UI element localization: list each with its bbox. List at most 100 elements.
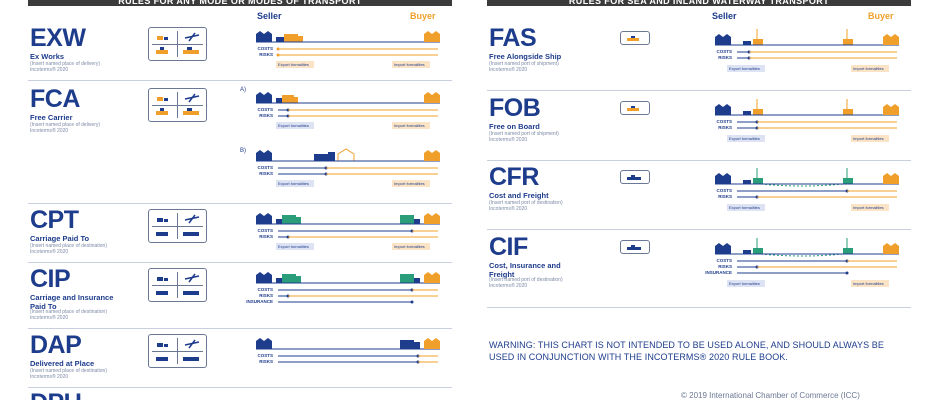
cfr-diagram: COSTS RISKS Export formalities Import fo… xyxy=(713,164,901,228)
rule-separator xyxy=(28,328,452,329)
rule-code: CFR xyxy=(489,163,539,191)
rule-name: Free Carrier xyxy=(30,113,73,122)
transport-modes-icon xyxy=(148,334,207,368)
rule-place: (Insert named place of delivery) xyxy=(30,122,101,128)
export-formalities-tag: Export formalities xyxy=(276,122,314,129)
rule-name: Free on Board xyxy=(489,122,540,131)
sea-mode-icon xyxy=(620,170,650,184)
option-b-label: B) xyxy=(240,148,246,154)
dap-diagram: COSTS RISKS xyxy=(254,332,442,396)
rule-place: (Insert named port of destination) xyxy=(489,200,563,206)
insurance-label: INSURANCE xyxy=(246,299,273,304)
transport-modes-icon xyxy=(148,27,207,61)
fob-diagram: COSTS RISKS Export formalities Import fo… xyxy=(713,95,901,159)
modes-svg xyxy=(156,339,200,361)
warning-text: WARNING: THIS CHART IS NOT INTENDED TO B… xyxy=(489,340,884,362)
modes-svg xyxy=(156,273,200,295)
ship-svg xyxy=(627,245,641,250)
export-formalities-tag: Export formalities xyxy=(276,243,314,250)
any-mode-header: RULES FOR ANY MODE OR MODES OF TRANSPORT xyxy=(28,0,452,6)
rule-name: Cost and Freight xyxy=(489,191,549,200)
exw-diagram: COSTS RISKS Export formalities Import fo… xyxy=(254,25,442,89)
rule-separator xyxy=(28,80,452,81)
export-formalities-tag: Export formalities xyxy=(727,135,765,142)
fas-diagram: COSTS RISKS Export formalities Import fo… xyxy=(713,25,901,89)
ship-svg xyxy=(627,36,639,41)
rule-name: Free Alongside Ship xyxy=(489,52,562,61)
import-formalities-tag: Import formalities xyxy=(851,135,889,142)
rule-cif: CIF Cost, Insurance and Freight (Insert … xyxy=(487,234,911,306)
rule-cip: CIP Carriage and Insurance Paid To (Inse… xyxy=(28,266,452,328)
rule-name: Carriage and Insurance Paid To xyxy=(30,293,114,311)
rule-edition: Incoterms® 2020 xyxy=(30,67,69,73)
fas-diagram-svg xyxy=(715,29,899,60)
rule-edition: Incoterms® 2020 xyxy=(489,283,528,289)
export-formalities-tag: Export formalities xyxy=(276,180,314,187)
rule-code: FCA xyxy=(30,85,80,113)
risks-label: RISKS xyxy=(259,293,273,298)
import-formalities-tag: Import formalities xyxy=(392,61,430,68)
rule-place: (Insert named place of delivery) xyxy=(30,61,101,67)
rule-code: CIF xyxy=(489,233,528,261)
export-formalities-tag: Export formalities xyxy=(727,65,765,72)
copyright-text: © 2019 International Chamber of Commerce… xyxy=(681,391,860,400)
risks-label: RISKS xyxy=(259,234,273,239)
risks-label: RISKS xyxy=(718,264,732,269)
transport-modes-icon xyxy=(148,209,207,243)
sea-mode-icon xyxy=(620,31,650,45)
risks-label: RISKS xyxy=(259,113,273,118)
cif-diagram: COSTS RISKS INSURANCE Export formalities… xyxy=(705,234,901,298)
import-formalities-tag: Import formalities xyxy=(851,280,889,287)
exw-diagram-svg xyxy=(256,31,440,57)
fca-a-diagram: COSTS RISKS Export formalities Import fo… xyxy=(254,86,442,150)
cpt-diagram: COSTS RISKS Export formalities Import fo… xyxy=(254,207,442,271)
rule-name: Delivered at Place xyxy=(30,359,95,368)
ship-svg xyxy=(627,106,639,111)
rule-cpt: CPT Carriage Paid To (Insert named place… xyxy=(28,207,452,263)
fca-a-diagram-svg xyxy=(256,92,440,118)
risks-label: RISKS xyxy=(718,55,732,60)
ship-svg xyxy=(627,175,641,180)
seller-label: Seller xyxy=(257,11,282,21)
costs-label: COSTS xyxy=(716,119,732,124)
rule-edition: Incoterms® 2020 xyxy=(489,137,528,143)
buyer-label: Buyer xyxy=(410,11,436,21)
export-formalities-tag: Export formalities xyxy=(276,61,314,68)
rule-dap: DAP Delivered at Place (Insert named pla… xyxy=(28,332,452,388)
rule-code: FOB xyxy=(489,94,541,122)
sea-mode-icon xyxy=(620,240,650,254)
rule-separator xyxy=(28,387,452,388)
costs-label: COSTS xyxy=(716,49,732,54)
costs-label: COSTS xyxy=(257,287,273,292)
rule-edition: Incoterms® 2020 xyxy=(30,374,69,380)
rule-separator xyxy=(28,203,452,204)
costs-label: COSTS xyxy=(257,165,273,170)
sea-mode-icon xyxy=(620,101,650,115)
costs-label: COSTS xyxy=(257,353,273,358)
costs-label: COSTS xyxy=(716,258,732,263)
rule-code: EXW xyxy=(30,24,86,52)
risks-label: RISKS xyxy=(718,125,732,130)
rule-name: Ex Works xyxy=(30,52,65,61)
costs-label: COSTS xyxy=(257,228,273,233)
rule-edition: Incoterms® 2020 xyxy=(30,128,69,134)
modes-svg xyxy=(156,214,200,236)
modes-svg xyxy=(156,32,200,54)
cip-diagram-svg xyxy=(256,272,440,304)
risks-label: RISKS xyxy=(718,194,732,199)
risks-label: RISKS xyxy=(259,359,273,364)
risks-label: RISKS xyxy=(259,171,273,176)
cif-diagram-svg xyxy=(715,238,899,275)
dap-diagram-svg xyxy=(256,338,440,364)
buyer-label: Buyer xyxy=(868,11,894,21)
rule-separator xyxy=(487,229,911,230)
rule-code: CIP xyxy=(30,265,71,293)
import-formalities-tag: Import formalities xyxy=(851,204,889,211)
export-formalities-tag: Export formalities xyxy=(727,280,765,287)
rule-fca: FCA Free Carrier (Insert named place of … xyxy=(28,86,452,202)
costs-label: COSTS xyxy=(716,188,732,193)
insurance-label: INSURANCE xyxy=(705,270,732,275)
rule-place: (Insert named place of destination) xyxy=(30,368,107,374)
rule-place: (Insert named place of destination) xyxy=(30,243,107,249)
modes-svg xyxy=(156,93,200,115)
